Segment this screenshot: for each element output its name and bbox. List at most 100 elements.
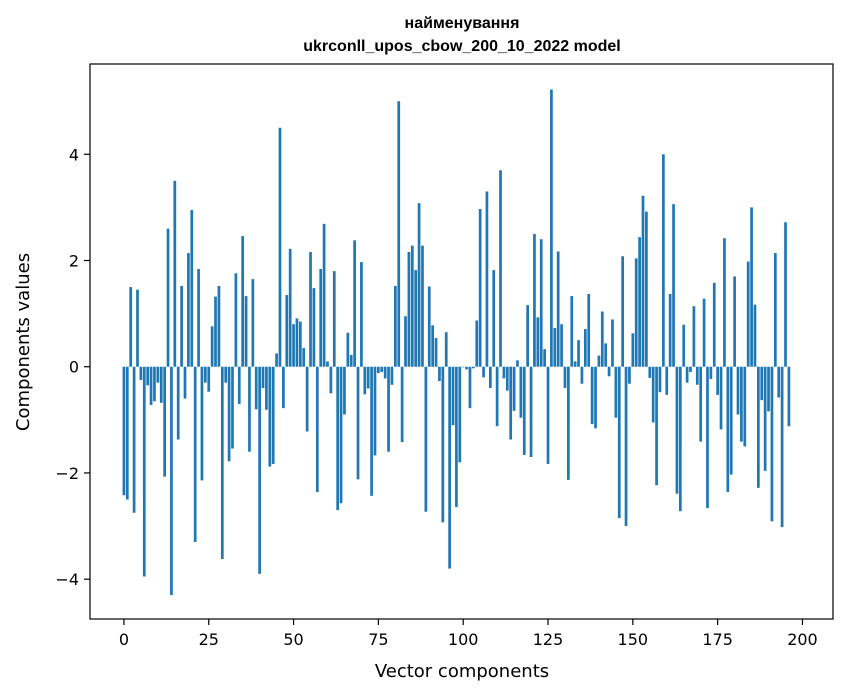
bar-131 (567, 366, 570, 480)
bar-74 (373, 366, 377, 456)
bar-64 (339, 366, 343, 504)
bar-21 (193, 366, 197, 542)
bar-92 (434, 338, 438, 367)
bar-63 (336, 366, 340, 511)
bar-60 (326, 361, 329, 367)
bar-19 (187, 253, 190, 367)
x-axis-label: Vector components (375, 661, 549, 682)
y-axis-label: Components values (13, 253, 34, 431)
bar-34 (237, 366, 241, 404)
bar-47 (282, 366, 285, 409)
bar-113 (505, 366, 509, 391)
bar-3 (132, 366, 136, 513)
bar-162 (672, 204, 675, 367)
bar-30 (224, 366, 228, 383)
bar-32 (231, 366, 234, 449)
bar-118 (522, 366, 526, 455)
bar-170 (699, 366, 703, 442)
bar-164 (678, 366, 682, 512)
bar-83 (404, 316, 407, 367)
bar-125 (546, 366, 550, 464)
bar-168 (692, 306, 696, 367)
bar-189 (763, 366, 767, 471)
bar-56 (312, 288, 316, 367)
bar-120 (529, 366, 533, 458)
bar-75 (377, 366, 380, 374)
bar-109 (492, 270, 496, 367)
bar-37 (248, 366, 251, 452)
bar-181 (736, 366, 740, 415)
bar-142 (604, 343, 608, 367)
bar-67 (349, 355, 353, 367)
bar-178 (726, 366, 730, 493)
bar-187 (757, 366, 760, 488)
bar-35 (241, 236, 245, 367)
bar-13 (166, 228, 170, 367)
bar-5 (139, 366, 143, 381)
bar-144 (611, 319, 614, 367)
bar-59 (322, 223, 326, 367)
bar-15 (173, 180, 177, 367)
bar-184 (746, 261, 750, 367)
chart-title-line2: ukrconll_upos_cbow_200_10_2022 model (303, 38, 620, 55)
bar-132 (570, 296, 574, 367)
bar-117 (519, 366, 523, 418)
bar-85 (410, 245, 414, 367)
bar-172 (706, 366, 709, 508)
x-tick-label: 0 (119, 630, 129, 649)
bar-145 (614, 366, 618, 418)
bar-104 (475, 320, 479, 367)
x-tick-label: 150 (618, 630, 649, 649)
bar-93 (438, 366, 441, 382)
bar-107 (485, 191, 489, 367)
bar-2 (129, 287, 133, 367)
bar-174 (712, 282, 716, 367)
bar-127 (553, 327, 557, 367)
bar-91 (431, 325, 435, 367)
bar-188 (760, 366, 764, 401)
bar-180 (733, 276, 736, 367)
bar-153 (641, 195, 645, 367)
y-tick-label: 2 (69, 252, 79, 271)
chart-title-line1: найменування (405, 15, 520, 32)
bar-186 (753, 304, 757, 367)
bar-130 (563, 366, 567, 388)
x-tick-label: 75 (368, 630, 388, 649)
bar-116 (516, 360, 519, 367)
bar-196 (787, 366, 791, 427)
bar-126 (550, 89, 553, 367)
bar-53 (302, 348, 306, 367)
bar-84 (407, 252, 411, 367)
bar-7 (146, 366, 150, 386)
bar-150 (631, 333, 635, 367)
bar-40 (258, 366, 261, 574)
bar-1 (125, 366, 129, 500)
bar-111 (499, 170, 502, 367)
bar-171 (702, 298, 706, 367)
bar-173 (709, 366, 713, 379)
bar-128 (556, 251, 560, 367)
bar-78 (387, 366, 390, 452)
bar-26 (210, 326, 214, 367)
y-tick-label: −2 (55, 464, 79, 483)
bar-133 (573, 361, 577, 367)
bar-52 (298, 321, 302, 367)
bar-4 (136, 289, 139, 367)
bar-169 (695, 366, 699, 385)
bar-100 (461, 366, 465, 368)
y-tick-label: 0 (69, 358, 79, 377)
bar-86 (414, 270, 418, 367)
bar-157 (655, 366, 658, 486)
bar-45 (275, 353, 278, 367)
bar-158 (658, 366, 662, 393)
y-tick-label: 4 (69, 145, 79, 164)
bar-8 (149, 366, 153, 405)
bar-28 (217, 286, 221, 367)
bar-101 (465, 366, 468, 370)
bar-31 (227, 366, 231, 462)
bar-95 (444, 332, 448, 367)
bar-23 (200, 366, 204, 481)
bar-39 (254, 366, 258, 410)
bar-129 (560, 324, 563, 367)
